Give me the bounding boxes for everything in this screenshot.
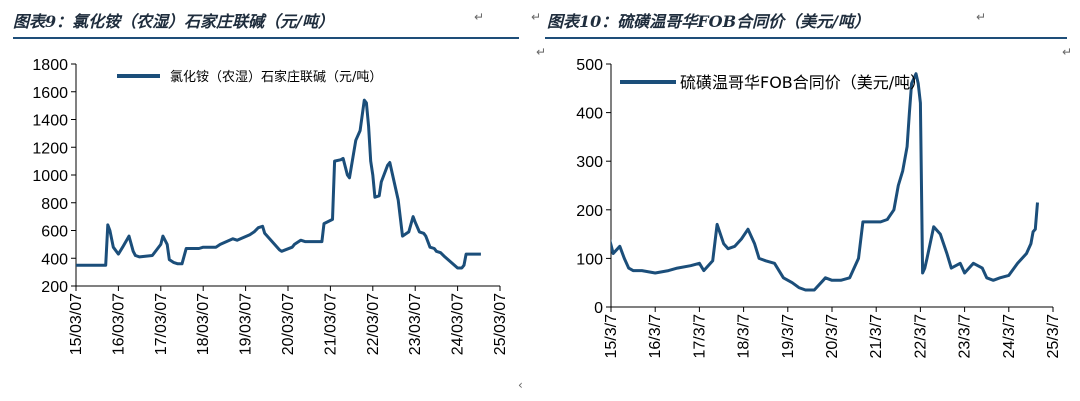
x-tick-label: 18/03/07 bbox=[195, 293, 212, 355]
x-tick-label: 18/3/7 bbox=[736, 314, 753, 359]
right-title-leading-return-mark: ↵ bbox=[531, 10, 542, 24]
bottom-arrow-mark: ‹ bbox=[518, 378, 523, 392]
x-tick-label: 19/03/07 bbox=[238, 293, 255, 355]
x-tick-label: 21/3/7 bbox=[868, 314, 885, 359]
x-tick-label: 15/3/7 bbox=[603, 314, 620, 359]
left-chart-title: 图表9：氯化铵（农湿）石家庄联碱（元/吨） bbox=[13, 12, 334, 31]
x-tick-label: 23/03/07 bbox=[407, 293, 424, 355]
y-tick-label: 200 bbox=[576, 203, 603, 220]
x-tick-label: 16/3/7 bbox=[647, 314, 664, 359]
right-panel-return-mark: ↵ bbox=[536, 45, 547, 59]
y-tick-label: 1600 bbox=[32, 85, 68, 102]
x-tick-label: 24/03/07 bbox=[450, 293, 467, 355]
left-title-rule bbox=[13, 37, 519, 39]
x-tick-label: 22/3/7 bbox=[912, 314, 929, 359]
x-tick-label: 24/3/7 bbox=[1001, 314, 1018, 359]
y-tick-label: 600 bbox=[41, 224, 68, 241]
y-tick-label: 400 bbox=[41, 251, 68, 268]
y-tick-label: 300 bbox=[576, 154, 603, 171]
legend-label: 氯化铵（农湿）石家庄联碱（元/吨） bbox=[170, 69, 382, 85]
x-tick-label: 25/03/07 bbox=[492, 293, 509, 355]
right-title-rule bbox=[545, 37, 1067, 39]
y-tick-label: 400 bbox=[576, 106, 603, 123]
right-chart-title: 图表10：硫磺温哥华FOB合同价（美元/吨） bbox=[547, 12, 870, 31]
legend-label: 硫磺温哥华FOB合同价（美元/吨） bbox=[680, 73, 926, 92]
x-tick-label: 21/03/07 bbox=[322, 293, 339, 355]
y-tick-label: 800 bbox=[41, 196, 68, 213]
x-tick-label: 22/03/07 bbox=[365, 293, 382, 355]
y-tick-label: 1200 bbox=[32, 140, 68, 157]
x-tick-label: 17/3/7 bbox=[691, 314, 708, 359]
right-edge-return-mark: ↵ bbox=[1062, 45, 1073, 59]
y-tick-label: 500 bbox=[576, 57, 603, 74]
y-tick-label: 1800 bbox=[32, 57, 68, 74]
x-tick-label: 15/03/07 bbox=[68, 293, 85, 355]
y-tick-label: 100 bbox=[576, 251, 603, 268]
series-line bbox=[611, 72, 1039, 292]
y-tick-label: 1400 bbox=[32, 113, 68, 130]
y-tick-label: 0 bbox=[594, 300, 603, 317]
y-tick-label: 1000 bbox=[32, 168, 68, 185]
left-title-return-mark: ↵ bbox=[474, 10, 485, 24]
right-title-return-mark: ↵ bbox=[976, 10, 987, 24]
right-chart-sulfur: 0 100 200 300 400 500 15/3/7 16/3/7 17/3/7 18/3/7… bbox=[576, 57, 1062, 358]
x-tick-label: 20/03/07 bbox=[280, 293, 297, 355]
series-line bbox=[76, 98, 481, 270]
x-tick-label: 19/3/7 bbox=[780, 314, 797, 359]
y-tick-label: 200 bbox=[41, 279, 68, 296]
x-tick-label: 25/3/7 bbox=[1045, 314, 1062, 359]
x-tick-label: 16/03/07 bbox=[110, 293, 127, 355]
x-tick-label: 17/03/07 bbox=[153, 293, 170, 355]
x-tick-label: 23/3/7 bbox=[957, 314, 974, 359]
x-tick-label: 20/3/7 bbox=[824, 314, 841, 359]
left-chart-nh4cl: 200 400 600 800 1000 1200 1400 1600 1800 15/03/07… bbox=[32, 57, 509, 355]
